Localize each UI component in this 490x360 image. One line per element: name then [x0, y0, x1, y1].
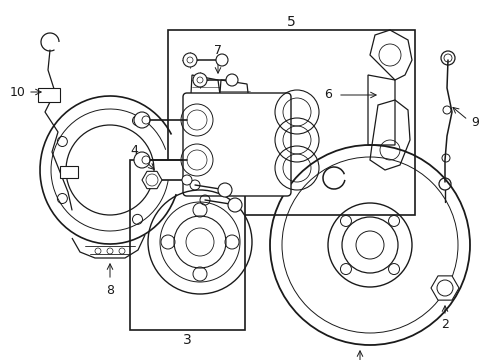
Polygon shape	[142, 171, 162, 189]
Text: 10: 10	[10, 85, 26, 99]
Circle shape	[134, 112, 150, 128]
Text: 2: 2	[441, 318, 449, 330]
Circle shape	[228, 198, 242, 212]
Text: 7: 7	[214, 44, 222, 57]
Polygon shape	[215, 80, 255, 156]
Text: 5: 5	[287, 15, 295, 29]
Bar	[168, 30, 415, 215]
Text: 6: 6	[324, 89, 332, 102]
Circle shape	[134, 152, 150, 168]
Circle shape	[218, 183, 232, 197]
Circle shape	[182, 175, 192, 185]
Text: 3: 3	[183, 333, 192, 347]
Bar	[38, 88, 60, 102]
Bar	[130, 160, 245, 330]
FancyBboxPatch shape	[183, 93, 291, 196]
Text: 9: 9	[471, 117, 479, 130]
Circle shape	[183, 53, 197, 67]
Bar	[60, 166, 78, 178]
Text: 4: 4	[130, 144, 138, 157]
Polygon shape	[431, 276, 459, 300]
Circle shape	[226, 74, 238, 86]
Polygon shape	[188, 75, 228, 153]
Circle shape	[193, 73, 207, 87]
Text: 8: 8	[106, 284, 114, 297]
Circle shape	[216, 54, 228, 66]
